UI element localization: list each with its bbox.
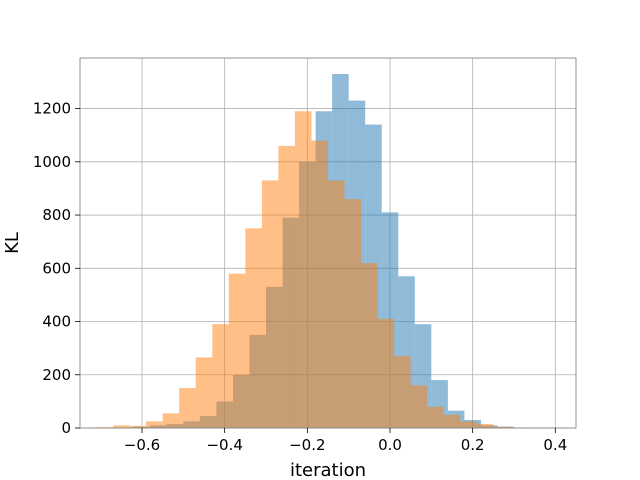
histogram-bar [162,413,180,428]
histogram-bar [344,199,362,428]
histogram-bar [245,228,262,428]
histogram-bars [96,73,564,429]
histogram-bar [493,426,510,428]
y-tick-label: 200 [42,366,71,384]
histogram-bar [460,421,477,428]
y-axis-label: KL [2,232,23,254]
histogram-bar [328,180,345,428]
histogram-bar [129,425,147,428]
histogram-bar [212,324,229,428]
histogram-bar [394,356,411,428]
histogram-bar [146,421,163,428]
histogram-bar [377,318,395,428]
histogram-bar [261,180,279,428]
series-2-bars [96,111,510,428]
x-axis-label: iteration [290,460,366,480]
y-tick-label: 600 [42,259,71,277]
histogram-bar [278,145,295,428]
histogram-bar [427,406,444,428]
y-tick-label: 800 [42,206,71,224]
histogram-bar [294,111,312,428]
histogram-bar [113,425,130,428]
histogram-bar [443,414,461,428]
histogram-bar [179,388,196,428]
axes-frame [79,57,577,429]
histogram-bar [311,140,328,428]
x-tick-label: −0.4 [206,436,242,454]
histogram-bar [361,262,378,428]
axis-ticks: −0.6 −0.4 −0.2 0.0 0.2 0.4 0 200 400 600 800 1000 12… [33,100,567,454]
histogram-bar [195,357,213,428]
x-tick-label: 0.0 [378,436,402,454]
y-tick-label: 400 [42,313,71,331]
histogram-bar [476,424,494,428]
y-tick-label: 0 [61,419,71,437]
x-tick-label: 0.4 [543,436,567,454]
histogram-bar [228,273,246,428]
histogram-bar [410,385,428,428]
y-tick-label: 1200 [33,100,71,118]
x-tick-label: −0.2 [289,436,325,454]
y-tick-label: 1000 [33,153,71,171]
x-tick-label: 0.2 [461,436,485,454]
x-tick-label: −0.6 [124,436,160,454]
